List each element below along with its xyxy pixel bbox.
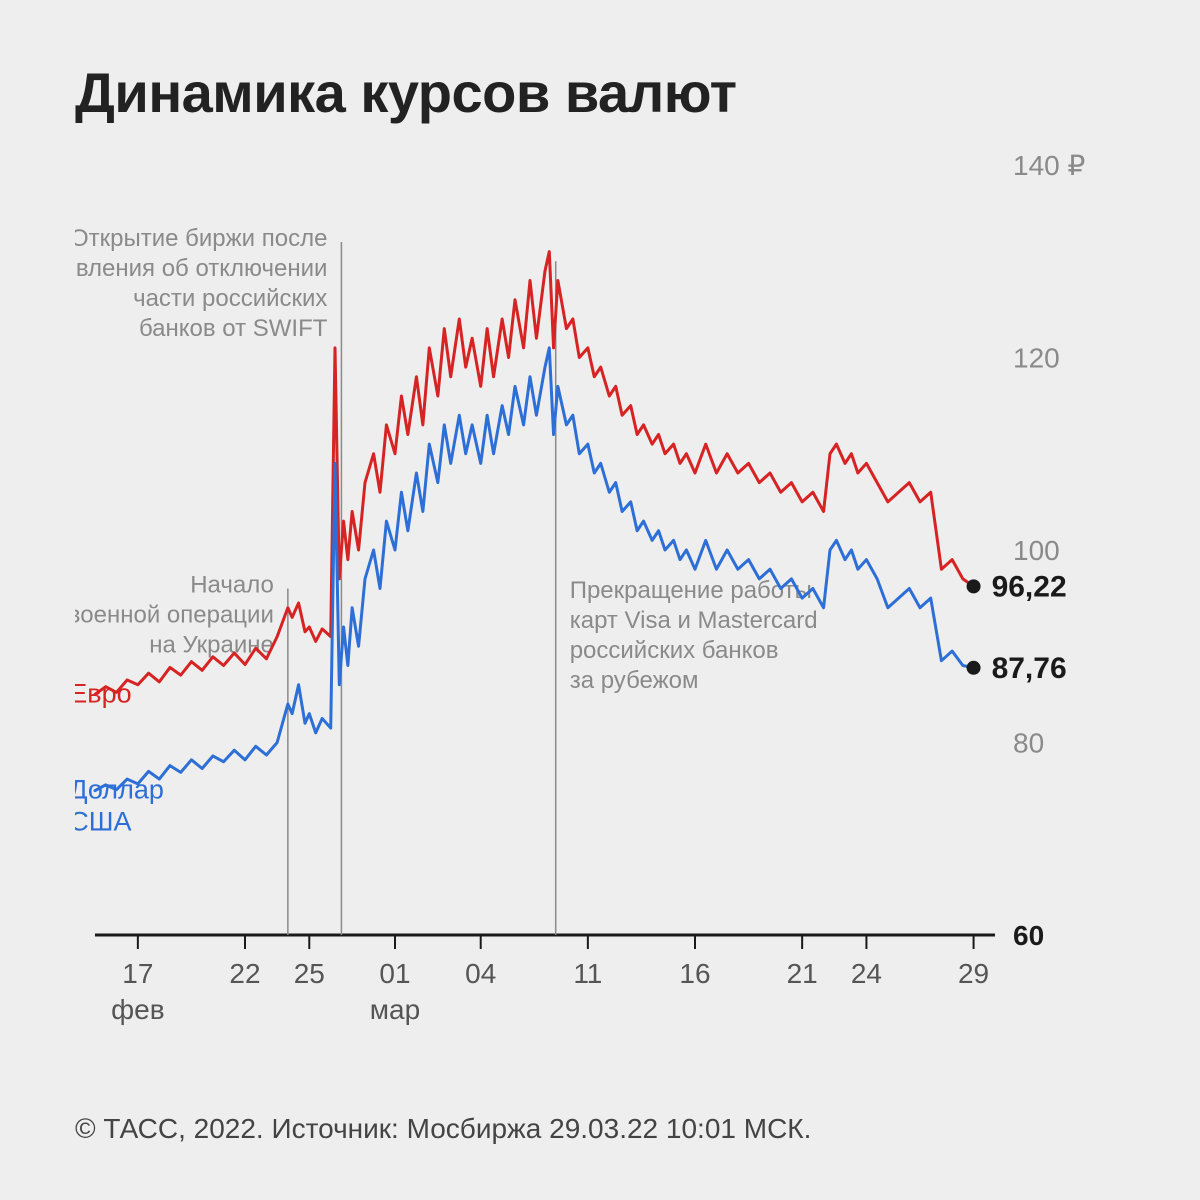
event-annotation: Прекращение работыкарт Visa и Mastercard… (570, 577, 818, 694)
currency-chart: 60 80 100 120 140 ₽ 17 22 25 01 04 11 16 21 24 29 фев ма… (75, 145, 1130, 1065)
series-label: США (75, 807, 132, 837)
svg-text:части российских: части российских (133, 285, 327, 312)
series-label: Доллар (75, 775, 164, 805)
svg-text:Начало: Начало (190, 572, 274, 599)
x-tick-label: 29 (958, 958, 989, 989)
x-tick-label: 04 (465, 958, 496, 989)
y-tick-label: 80 (1013, 728, 1044, 759)
y-tick-label: 140 ₽ (1013, 150, 1085, 181)
svg-text:заявления об отключении: заявления об отключении (75, 255, 327, 282)
y-tick-label: 120 (1013, 343, 1060, 374)
x-tick-label: 25 (294, 958, 325, 989)
x-month-label: мар (370, 994, 420, 1025)
event-annotation: Начало военной операции на Украине (75, 572, 274, 659)
y-tick-label: 60 (1013, 920, 1044, 951)
endpoint-value: 96,22 (992, 570, 1067, 603)
svg-text:на Украине: на Украине (149, 632, 274, 659)
svg-text:за рубежом: за рубежом (570, 667, 699, 694)
endpoint-marker (967, 661, 981, 675)
x-tick-label: 21 (787, 958, 818, 989)
endpoint-value: 87,76 (992, 652, 1067, 685)
event-annotation: Открытие биржи после заявления об отключе… (75, 225, 328, 342)
x-tick-label: 22 (229, 958, 260, 989)
series-Доллар США (95, 348, 974, 791)
chart-container: 60 80 100 120 140 ₽ 17 22 25 01 04 11 16 21 24 29 фев ма… (75, 145, 1130, 1065)
svg-text:банков от SWIFT: банков от SWIFT (139, 315, 328, 342)
chart-footer: © ТАСС, 2022. Источник: Мосбиржа 29.03.2… (75, 1113, 811, 1145)
svg-text:российских банков: российских банков (570, 637, 779, 664)
chart-title: Динамика курсов валют (75, 60, 1130, 125)
x-tick-label: 17 (122, 958, 153, 989)
endpoint-marker (967, 579, 981, 593)
x-tick-label: 01 (379, 958, 410, 989)
svg-text:военной операции: военной операции (75, 602, 274, 629)
series-label: Евро (75, 678, 132, 708)
x-month-label: фев (111, 994, 164, 1025)
x-tick-label: 11 (573, 958, 602, 989)
svg-text:карт Visa и Mastercard: карт Visa и Mastercard (570, 607, 818, 634)
x-tick-label: 16 (679, 958, 710, 989)
y-tick-label: 100 (1013, 535, 1060, 566)
svg-text:Открытие биржи после: Открытие биржи после (75, 225, 327, 252)
x-tick-label: 24 (851, 958, 882, 989)
